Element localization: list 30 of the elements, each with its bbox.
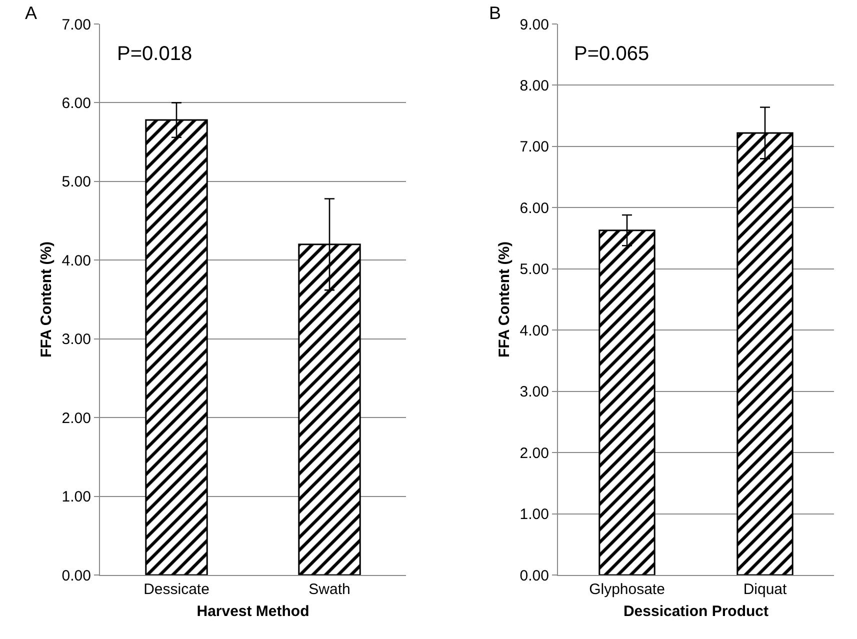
y-tick-label: 9.00	[520, 16, 549, 34]
x-tick-label: Diquat	[743, 581, 788, 598]
y-tick-label: 1.00	[62, 488, 91, 506]
y-tick-label: 4.00	[520, 322, 549, 340]
y-tick-label: 6.00	[520, 200, 549, 217]
chart-title: A	[25, 3, 38, 23]
y-tick-label: 3.00	[62, 331, 91, 348]
annotation: P=0.018	[117, 43, 192, 65]
y-tick-label: 2.00	[520, 444, 549, 462]
y-tick-label: 3.00	[520, 384, 549, 401]
chart-title: B	[489, 3, 502, 23]
y-tick-label: 1.00	[520, 506, 549, 524]
y-axis-title: FFA Content (%)	[38, 241, 56, 358]
y-tick-label: 7.00	[62, 16, 91, 34]
y-tick-label: 6.00	[62, 94, 91, 112]
y-tick-label: 0.00	[520, 567, 549, 584]
x-axis-title: Harvest Method	[196, 603, 310, 620]
x-tick-label: Dessicate	[144, 581, 210, 598]
annotation: P=0.065	[574, 43, 650, 65]
x-tick-label: Glyphosate	[589, 581, 665, 598]
y-tick-label: 2.00	[62, 410, 91, 427]
y-tick-label: 7.00	[520, 138, 549, 156]
y-tick-label: 4.00	[62, 252, 91, 270]
y-tick-label: 8.00	[520, 77, 549, 94]
x-tick-label: Swath	[308, 581, 350, 598]
y-tick-label: 5.00	[62, 174, 91, 191]
y-axis-title: FFA Content (%)	[496, 241, 514, 358]
y-tick-label: 0.00	[62, 567, 91, 584]
x-axis-title: Dessication Product	[623, 603, 769, 620]
y-tick-label: 5.00	[520, 261, 549, 278]
